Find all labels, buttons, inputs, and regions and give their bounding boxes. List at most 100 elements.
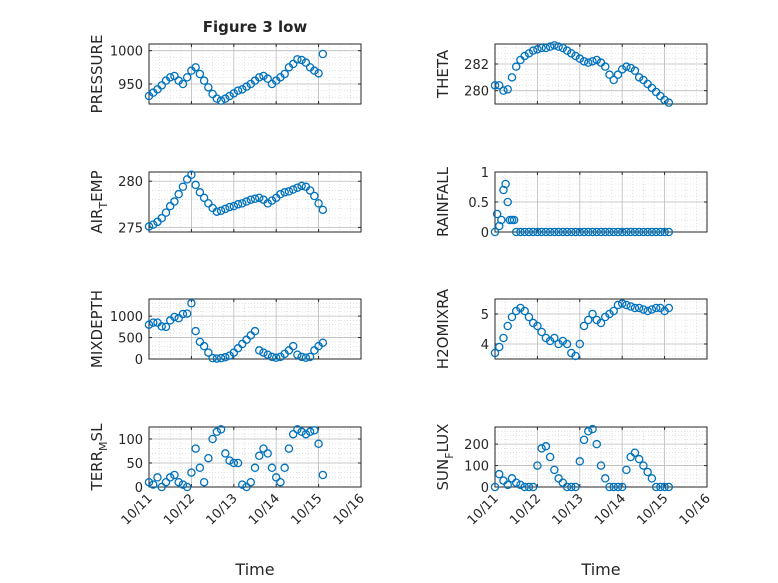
data-point	[254, 73, 264, 82]
x-tick-label: 10/16	[677, 491, 714, 528]
data-point	[246, 477, 256, 487]
data-point	[233, 458, 243, 468]
data-point	[588, 424, 597, 434]
data-point	[600, 474, 610, 483]
data-point	[233, 86, 243, 95]
data-point	[157, 213, 166, 223]
minor-grid	[494, 426, 708, 488]
y-tick-label: 282	[464, 58, 489, 73]
y-tick-label: 0.5	[468, 196, 489, 211]
subplot-8: 0 100 200 10/11 10/12 10/13 10/14 10/15 10/16 SUN…	[434, 424, 714, 579]
data-point	[528, 46, 538, 55]
data-point	[216, 353, 226, 363]
axes-box	[494, 43, 708, 105]
data-point	[562, 227, 572, 237]
data-point	[233, 200, 243, 209]
x-tick-label: 10/12	[507, 491, 544, 528]
data-point	[634, 73, 644, 82]
data-point	[246, 195, 256, 204]
data-point	[267, 463, 277, 473]
data-point	[520, 482, 529, 492]
data-point	[161, 208, 171, 217]
data-point	[225, 456, 234, 465]
subplot-7: 0 50 100 10/11 10/12 10/13 10/14 10/15 10/16 TERR…	[88, 423, 368, 579]
subplot-6: 4 5 H2OMIXRA	[434, 288, 708, 369]
data-point	[263, 350, 272, 359]
y-tick-label: 100	[464, 460, 489, 475]
y-axis-label-part: TERR	[88, 451, 106, 492]
data-point	[613, 227, 623, 237]
data-point	[263, 449, 272, 458]
data-point	[314, 439, 323, 449]
data-point	[584, 315, 593, 325]
data-point	[301, 58, 311, 67]
y-axis-label: SUNFLUX	[434, 424, 456, 491]
data-point	[520, 306, 529, 316]
data-point	[191, 63, 200, 72]
data-point	[250, 463, 260, 473]
data-point	[554, 42, 563, 51]
data-point	[613, 482, 623, 492]
data-point	[157, 482, 166, 492]
data-point	[267, 196, 277, 205]
data-point	[647, 227, 657, 237]
data-point	[284, 187, 294, 196]
data-point	[647, 474, 657, 483]
data-point	[630, 303, 640, 313]
data-point	[161, 322, 171, 332]
data-point	[254, 346, 264, 355]
x-tick-label: 10/12	[161, 491, 198, 528]
data-point	[280, 69, 289, 79]
data-point	[293, 55, 302, 64]
data-point	[541, 227, 551, 237]
data-point	[310, 191, 319, 201]
data-point	[609, 306, 618, 316]
subplot-3: 275 280 AIRTEMP	[88, 170, 362, 236]
data-point	[246, 331, 256, 340]
data-points	[144, 425, 328, 492]
data-point	[567, 227, 576, 237]
y-tick-label: 1	[481, 166, 489, 181]
data-point	[584, 427, 593, 436]
data-point	[575, 54, 585, 63]
data-point	[212, 354, 222, 363]
data-point	[533, 461, 542, 470]
data-point	[174, 477, 183, 487]
data-point	[524, 49, 534, 58]
data-point	[195, 69, 205, 79]
data-point	[617, 299, 627, 308]
data-point	[178, 182, 188, 192]
y-tick-label: 1000	[110, 310, 143, 325]
subplot-title: Figure 3 low	[203, 18, 308, 36]
y-axis-label: RAINFALL	[434, 166, 452, 237]
data-point	[605, 482, 614, 492]
data-point	[571, 51, 580, 61]
data-point	[148, 220, 158, 229]
tick-marks	[494, 427, 708, 488]
y-tick-label: 275	[118, 221, 143, 236]
tick-marks	[148, 44, 362, 104]
data-point	[254, 451, 264, 461]
data-point	[626, 227, 635, 237]
data-point	[153, 473, 162, 482]
y-axis-label: TERRMSL	[88, 423, 110, 492]
data-point	[550, 333, 559, 343]
data-point	[318, 470, 328, 480]
data-point	[596, 318, 606, 328]
x-tick-label: 10/15	[634, 491, 671, 528]
data-point	[609, 227, 618, 237]
data-point	[310, 346, 319, 355]
data-points	[144, 49, 328, 105]
data-point	[509, 215, 519, 225]
minor-grid	[148, 298, 362, 360]
data-point	[204, 199, 213, 208]
y-axis-label-part: LUX	[434, 424, 452, 453]
data-point	[178, 79, 188, 89]
subplot-4: 0 0.5 1 RAINFALL	[434, 166, 708, 241]
data-point	[301, 353, 311, 362]
data-points	[490, 299, 674, 361]
data-point	[174, 314, 183, 323]
data-point	[242, 482, 251, 492]
data-point	[212, 427, 222, 437]
data-point	[605, 227, 614, 237]
